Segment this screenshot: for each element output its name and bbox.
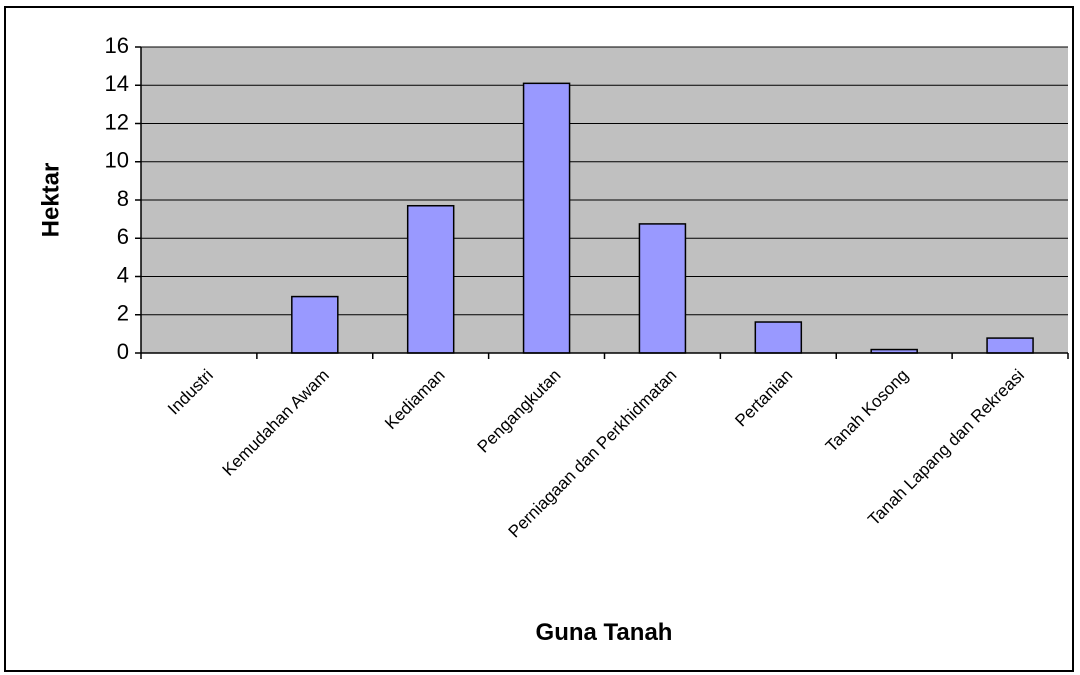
y-axis-title: Hektar [37,163,64,238]
y-tick-label: 10 [105,148,129,173]
x-category-label: Industri [164,366,217,419]
x-category-label: Kediaman [381,366,449,434]
bar [406,204,455,354]
bar [638,223,687,354]
y-tick-label: 6 [117,224,129,249]
bar [522,82,571,354]
x-category-label: Tanah Kosong [822,366,912,456]
y-tick-label: 4 [117,262,129,287]
x-category-label: Pengangkutan [474,366,565,457]
bar [291,295,339,354]
y-tick-label: 14 [105,71,129,96]
y-tick-label: 12 [105,109,129,134]
y-tick-label: 2 [117,301,129,326]
x-category-label: Kemudahan Awam [219,366,333,480]
y-tick-label: 8 [117,186,129,211]
x-axis-title: Guna Tanah [536,619,673,646]
y-tick-label: 0 [117,339,129,364]
x-category-label: Pertanian [731,366,796,431]
bar [986,337,1034,354]
y-tick-label: 16 [105,33,129,58]
bar [754,321,803,354]
